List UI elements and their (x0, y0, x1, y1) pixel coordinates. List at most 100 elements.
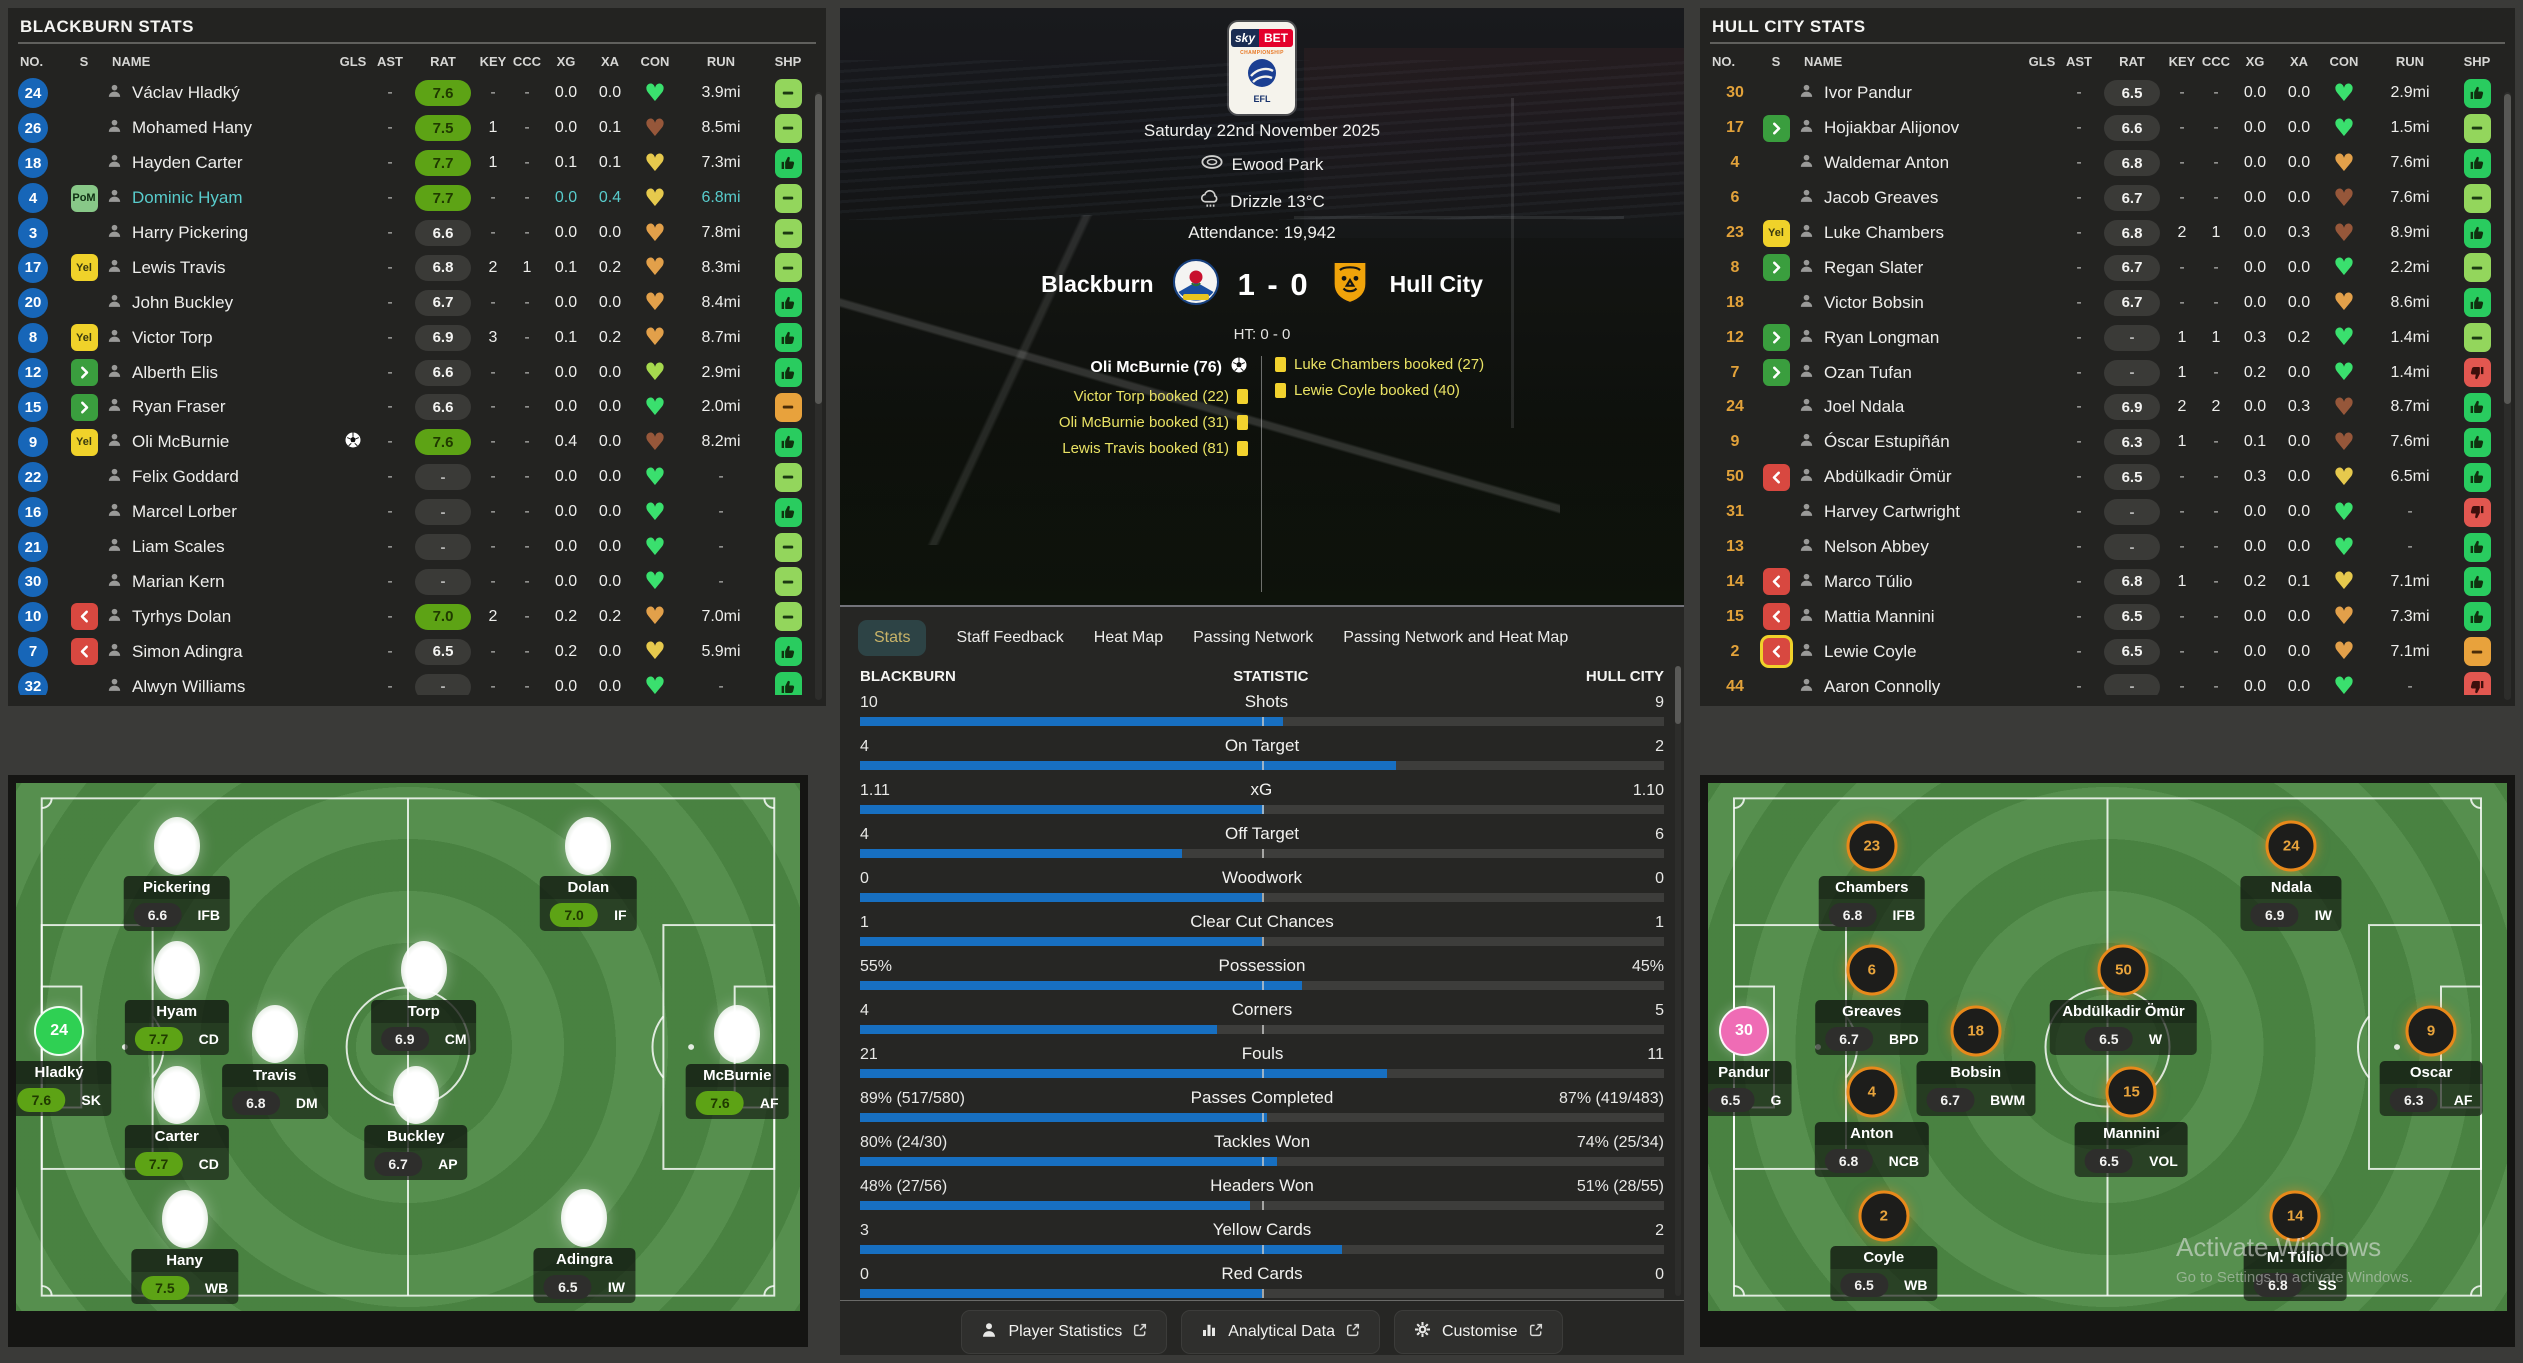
player-name-cell[interactable]: Regan Slater (1798, 257, 2025, 279)
player-name-cell[interactable]: Joel Ndala (1798, 396, 2025, 418)
table-row[interactable]: 13 Nelson Abbey - - - - 0.0 0.0 ♥ - (1700, 530, 2515, 565)
player-label[interactable]: Hladký 7.6 SK (16, 1061, 111, 1117)
player-name-cell[interactable]: Alwyn Williams (106, 676, 336, 695)
table-row[interactable]: 26 Mohamed Hany - 7.5 1 - 0.0 0.1 ♥ 8.5mi (8, 111, 826, 146)
player-marker[interactable]: 50 (2097, 944, 2149, 996)
player-name-cell[interactable]: Jacob Greaves (1798, 187, 2025, 209)
player-name-cell[interactable]: Nelson Abbey (1798, 536, 2025, 558)
player-marker[interactable]: 4 (1846, 1066, 1898, 1118)
table-row[interactable]: 20 John Buckley - 6.7 - - 0.0 0.0 ♥ 8.4mi (8, 285, 826, 320)
table-row[interactable]: 22 Felix Goddard - - - - 0.0 0.0 ♥ - (8, 460, 826, 495)
player-marker[interactable] (714, 1004, 761, 1063)
table-row[interactable]: 8 Regan Slater - 6.7 - - 0.0 0.0 ♥ 2.2mi (1700, 250, 2515, 285)
scrollbar[interactable] (2504, 92, 2511, 700)
player-label[interactable]: Adingra 6.5 IW (533, 1247, 635, 1303)
table-row[interactable]: 32 Alwyn Williams - - - - 0.0 0.0 ♥ - (8, 669, 826, 695)
table-row[interactable]: 14 Marco Túlio - 6.8 1 - 0.2 0.1 ♥ 7.1mi (1700, 564, 2515, 599)
table-row[interactable]: 2 Lewie Coyle - 6.5 - - 0.0 0.0 ♥ 7.1mi (1700, 634, 2515, 669)
table-row[interactable]: 17 Hojiakbar Alijonov - 6.6 - - 0.0 0.0 ♥ 1.5mi (1700, 111, 2515, 146)
player-label[interactable]: Carter 7.7 CD (124, 1124, 229, 1180)
table-row[interactable]: 3 Harry Pickering - 6.6 - - 0.0 0.0 ♥ 7.8mi (8, 216, 826, 251)
scrollbar-thumb[interactable] (2504, 94, 2511, 404)
player-name-cell[interactable]: Liam Scales (106, 536, 336, 558)
player-label[interactable]: Torp 6.9 CM (370, 1000, 477, 1056)
table-row[interactable]: 18 Victor Bobsin - 6.7 - - 0.0 0.0 ♥ 8.6mi (1700, 285, 2515, 320)
player-label[interactable]: Bobsin 6.7 BWM (1916, 1061, 2036, 1117)
player-marker[interactable]: 23 (1846, 820, 1898, 872)
player-marker[interactable] (400, 941, 447, 1000)
table-row[interactable]: 16 Marcel Lorber - - - - 0.0 0.0 ♥ - (8, 495, 826, 530)
home-team-name[interactable]: Blackburn (1041, 271, 1154, 297)
player-name-cell[interactable]: Felix Goddard (106, 466, 336, 488)
table-row[interactable]: 9 Yel Oli McBurnie - 7.6 - - 0.4 0.0 ♥ 8.2mi (8, 425, 826, 460)
table-row[interactable]: 6 Jacob Greaves - 6.7 - - 0.0 0.0 ♥ 7.6mi (1700, 181, 2515, 216)
player-marker[interactable]: 24 (2265, 820, 2317, 872)
table-row[interactable]: 30 Marian Kern - - - - 0.0 0.0 ♥ - (8, 564, 826, 599)
tab-passing-network-and-heat-map[interactable]: Passing Network and Heat Map (1343, 629, 1569, 646)
player-label[interactable]: Greaves 6.7 BPD (1815, 1000, 1929, 1056)
table-row[interactable]: 50 Abdülkadir Ömür - 6.5 - - 0.3 0.0 ♥ 6.5mi (1700, 460, 2515, 495)
table-row[interactable]: 18 Hayden Carter - 7.7 1 - 0.1 0.1 ♥ 7.3mi (8, 146, 826, 181)
tab-passing-network[interactable]: Passing Network (1193, 629, 1314, 646)
player-marker[interactable]: 15 (2105, 1066, 2157, 1118)
player-marker[interactable] (161, 1189, 208, 1248)
table-row[interactable]: 17 Yel Lewis Travis - 6.8 2 1 0.1 0.2 ♥ 8.3mi (8, 250, 826, 285)
player-name-cell[interactable]: Luke Chambers (1798, 222, 2025, 244)
player-label[interactable]: Hyam 7.7 CD (124, 1000, 229, 1056)
player-name-cell[interactable]: Victor Torp (106, 327, 336, 349)
player-label[interactable]: Hany 7.5 WB (130, 1248, 239, 1304)
tab-stats[interactable]: Stats (858, 620, 927, 656)
player-label[interactable]: Chambers 6.8 IFB (1818, 876, 1926, 932)
player-name-cell[interactable]: Óscar Estupiñán (1798, 431, 2025, 453)
table-row[interactable]: 12 Alberth Elis - 6.6 - - 0.0 0.0 ♥ 2.9mi (8, 355, 826, 390)
player-name-cell[interactable]: Marian Kern (106, 571, 336, 593)
table-row[interactable]: 8 Yel Victor Torp - 6.9 3 - 0.1 0.2 ♥ 8.7mi (8, 320, 826, 355)
player-label[interactable]: Pandur 6.5 G (1708, 1061, 1792, 1117)
table-row[interactable]: 24 Václav Hladký - 7.6 - - 0.0 0.0 ♥ 3.9mi (8, 76, 826, 111)
player-label[interactable]: Pickering 6.6 IFB (123, 876, 230, 932)
player-label[interactable]: Anton 6.8 NCB (1814, 1121, 1929, 1177)
scrollbar[interactable] (1675, 666, 1681, 1296)
player-label[interactable]: Dolan 7.0 IF (540, 876, 637, 932)
table-row[interactable]: 10 Tyrhys Dolan - 7.0 2 - 0.2 0.2 ♥ 7.0mi (8, 599, 826, 634)
player-label[interactable]: M. Túlio 6.8 SS (2243, 1245, 2347, 1301)
player-marker[interactable]: 9 (2405, 1005, 2457, 1057)
player-name-cell[interactable]: Marcel Lorber (106, 501, 336, 523)
player-marker[interactable]: 6 (1846, 944, 1898, 996)
player-name-cell[interactable]: Abdülkadir Ömür (1798, 466, 2025, 488)
table-row[interactable]: 15 Mattia Mannini - 6.5 - - 0.0 0.0 ♥ 7.3mi (1700, 599, 2515, 634)
player-name-cell[interactable]: Ozan Tufan (1798, 362, 2025, 384)
player-name-cell[interactable]: John Buckley (106, 292, 336, 314)
player-name-cell[interactable]: Ryan Fraser (106, 396, 336, 418)
player-marker[interactable] (153, 817, 200, 876)
player-marker[interactable] (565, 817, 612, 876)
player-marker[interactable]: 2 (1858, 1190, 1910, 1242)
player-name-cell[interactable]: Tyrhys Dolan (106, 606, 336, 628)
table-row[interactable]: 4 Waldemar Anton - 6.8 - - 0.0 0.0 ♥ 7.6mi (1700, 146, 2515, 181)
player-name-cell[interactable]: Oli McBurnie (106, 431, 336, 453)
player-name-cell[interactable]: Aaron Connolly (1798, 676, 2025, 695)
player-name-cell[interactable]: Hayden Carter (106, 152, 336, 174)
player-name-cell[interactable]: Victor Bobsin (1798, 292, 2025, 314)
player-label[interactable]: Coyle 6.5 WB (1830, 1245, 1938, 1301)
table-row[interactable]: 7 Ozan Tufan - -1-0.2 0.0 ♥ 1.4mi (1700, 355, 2515, 390)
scrollbar-thumb[interactable] (815, 94, 822, 404)
player-marker[interactable] (561, 1188, 608, 1247)
player-label[interactable]: Ndala 6.9 IW (2240, 876, 2342, 932)
player-name-cell[interactable]: Harvey Cartwright (1798, 501, 2025, 523)
player-marker[interactable] (153, 941, 200, 1000)
customise-button[interactable]: Customise (1393, 1310, 1563, 1354)
table-row[interactable]: 15 Ryan Fraser - 6.6 - - 0.0 0.0 ♥ 2.0mi (8, 390, 826, 425)
player-name-cell[interactable]: Simon Adingra (106, 641, 336, 663)
table-row[interactable]: 7 Simon Adingra - 6.5 - - 0.2 0.0 ♥ 5.9mi (8, 634, 826, 669)
player-name-cell[interactable]: Mohamed Hany (106, 117, 336, 139)
table-row[interactable]: 31 Harvey Cartwright - - - - 0.0 0.0 ♥ - (1700, 495, 2515, 530)
player-label[interactable]: Abdülkadir Ömür 6.5 W (2050, 1000, 2197, 1056)
player-name-cell[interactable]: Lewie Coyle (1798, 641, 2025, 663)
player-marker[interactable] (392, 1065, 439, 1124)
tab-heat-map[interactable]: Heat Map (1093, 629, 1164, 646)
table-row[interactable]: 9 Óscar Estupiñán - 6.3 1 - 0.1 0.0 ♥ 7.6mi (1700, 425, 2515, 460)
player-marker[interactable]: 24 (34, 1006, 85, 1057)
player-name-cell[interactable]: Ivor Pandur (1798, 82, 2025, 104)
player-name-cell[interactable]: Harry Pickering (106, 222, 336, 244)
